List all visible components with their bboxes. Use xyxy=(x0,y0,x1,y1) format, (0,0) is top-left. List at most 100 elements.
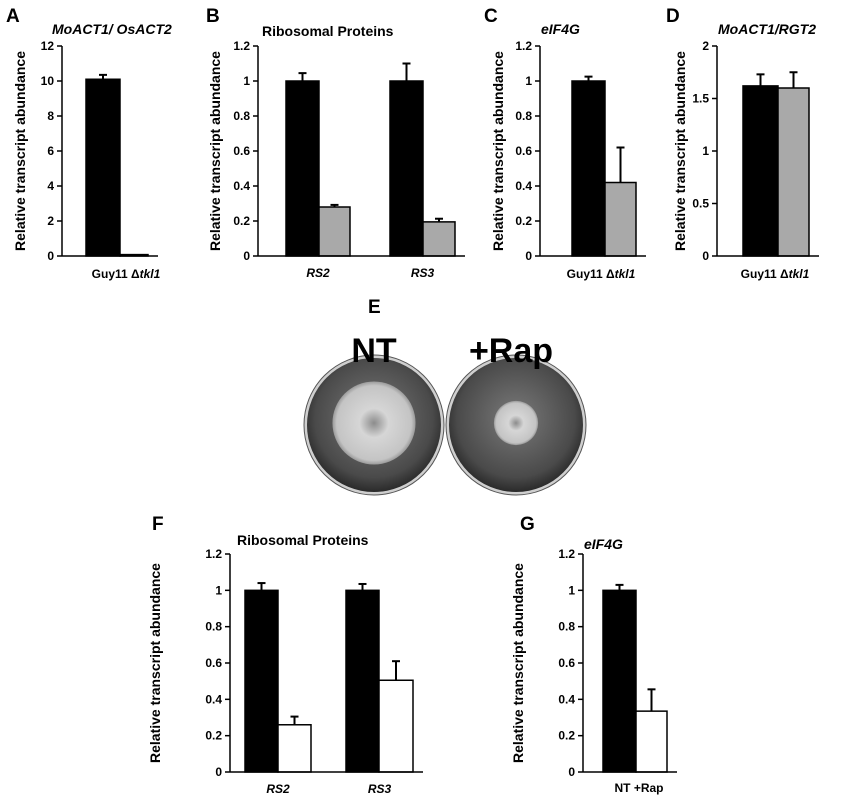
bar xyxy=(85,78,121,257)
group-label: RS2 xyxy=(266,782,290,796)
y-axis-label: Relative transcript abundance xyxy=(510,563,526,763)
panel-E: E NT +Rap xyxy=(303,297,587,496)
x-axis-label: Guy11 Δtkl1 xyxy=(92,267,161,281)
panel-label: G xyxy=(520,514,535,535)
panel-F: F Ribosomal Proteins Relative transcript a… xyxy=(147,514,423,796)
plate-label: +Rap xyxy=(469,332,553,370)
y-tick-label: 0.2 xyxy=(233,214,250,228)
petri-dish-nt: NT xyxy=(303,332,445,496)
y-tick-label: 0.2 xyxy=(515,214,532,228)
y-tick-label: 0 xyxy=(215,765,222,779)
x-axis-label-part: tkl1 xyxy=(140,267,161,281)
x-axis-label-part: Guy11 xyxy=(741,267,780,281)
chart-title: eIF4G xyxy=(541,21,580,37)
y-tick-label: 6 xyxy=(47,144,54,158)
y-tick-label: 0.5 xyxy=(692,197,709,211)
bar xyxy=(777,87,810,257)
y-tick-label: 2 xyxy=(702,39,709,53)
y-axis-label: Relative transcript abundance xyxy=(12,51,28,251)
chart-title: Ribosomal Proteins xyxy=(237,532,369,548)
group-label: RS2 xyxy=(306,266,330,280)
panel-label: C xyxy=(484,6,498,27)
y-tick-label: 1 xyxy=(525,74,532,88)
x-axis-label-part: tkl1 xyxy=(789,267,810,281)
y-tick-label: 1 xyxy=(243,74,250,88)
bar xyxy=(244,589,279,773)
bar xyxy=(571,80,606,257)
y-tick-label: 0 xyxy=(702,249,709,263)
y-tick-label: 1.2 xyxy=(515,39,532,53)
y-tick-label: 1 xyxy=(568,583,575,597)
group-label: RS3 xyxy=(368,782,392,796)
panel-A: A MoACT1/ OsACT2 Relative transcript abund… xyxy=(6,6,172,281)
y-tick-label: 0.8 xyxy=(205,620,222,634)
panel-label: B xyxy=(206,6,220,27)
y-tick-label: 0.6 xyxy=(515,144,532,158)
bar xyxy=(318,206,351,257)
y-tick-label: 0 xyxy=(568,765,575,779)
panel-label: F xyxy=(152,514,164,535)
y-tick-label: 0.6 xyxy=(205,656,222,670)
x-axis-label-part: Guy11 xyxy=(92,267,131,281)
fungal-colony xyxy=(493,400,539,446)
panel-label: E xyxy=(368,297,381,318)
y-axis-label: Relative transcript abundance xyxy=(207,51,223,251)
y-tick-label: 0 xyxy=(243,249,250,263)
y-tick-label: 8 xyxy=(47,109,54,123)
plate-label: NT xyxy=(351,332,397,370)
y-tick-label: 1.2 xyxy=(233,39,250,53)
x-axis-label: NT +Rap xyxy=(614,781,663,795)
bar xyxy=(345,589,380,773)
panel-label: A xyxy=(6,6,20,27)
x-axis-label: Guy11 Δtkl1 xyxy=(567,267,636,281)
y-axis-label: Relative transcript abundance xyxy=(147,563,163,763)
y-tick-label: 0.2 xyxy=(558,729,575,743)
y-tick-label: 0.6 xyxy=(233,144,250,158)
panel-D: D MoACT1/RGT2 Relative transcript abundanc… xyxy=(666,6,819,281)
y-tick-label: 10 xyxy=(41,74,55,88)
bar xyxy=(602,589,637,773)
petri-dish-rap: +Rap xyxy=(445,332,587,496)
y-tick-label: 4 xyxy=(47,179,54,193)
y-tick-label: 0 xyxy=(525,249,532,263)
x-axis-label: Guy11 Δtkl1 xyxy=(741,267,810,281)
y-tick-label: 0.8 xyxy=(515,109,532,123)
bar xyxy=(378,679,414,773)
x-axis-label-part: Δ xyxy=(780,267,789,281)
bar xyxy=(285,80,320,257)
y-tick-label: 1.2 xyxy=(205,547,222,561)
bar xyxy=(742,85,779,257)
chart-title: MoACT1/ OsACT2 xyxy=(52,21,172,37)
group-label: RS3 xyxy=(411,266,435,280)
y-tick-label: 12 xyxy=(41,39,55,53)
panel-label: D xyxy=(666,6,680,27)
y-tick-label: 0.8 xyxy=(558,620,575,634)
bar xyxy=(635,710,668,773)
x-axis-label-part: Δ xyxy=(606,267,615,281)
y-tick-label: 0.4 xyxy=(515,179,532,193)
x-axis-label-part: NT +Rap xyxy=(614,781,663,795)
y-tick-label: 2 xyxy=(47,214,54,228)
bar xyxy=(604,181,637,257)
y-axis-label: Relative transcript abundance xyxy=(672,51,688,251)
y-tick-label: 0.2 xyxy=(205,729,222,743)
y-tick-label: 1.5 xyxy=(692,92,709,106)
chart-title: MoACT1/RGT2 xyxy=(718,21,816,37)
panel-B: B Ribosomal Proteins Relative transcript a… xyxy=(206,6,465,280)
y-tick-label: 0 xyxy=(47,249,54,263)
chart-title: Ribosomal Proteins xyxy=(262,23,394,39)
fungal-colony xyxy=(332,381,416,465)
y-tick-label: 0.4 xyxy=(233,179,250,193)
bar xyxy=(389,80,424,257)
x-axis-label-part: tkl1 xyxy=(615,267,636,281)
y-tick-label: 0.4 xyxy=(558,692,575,706)
bar xyxy=(422,221,456,257)
bar xyxy=(277,724,312,773)
y-tick-label: 1 xyxy=(702,144,709,158)
y-tick-label: 1 xyxy=(215,583,222,597)
x-axis-label-part: Δ xyxy=(131,267,140,281)
y-axis-label: Relative transcript abundance xyxy=(490,51,506,251)
